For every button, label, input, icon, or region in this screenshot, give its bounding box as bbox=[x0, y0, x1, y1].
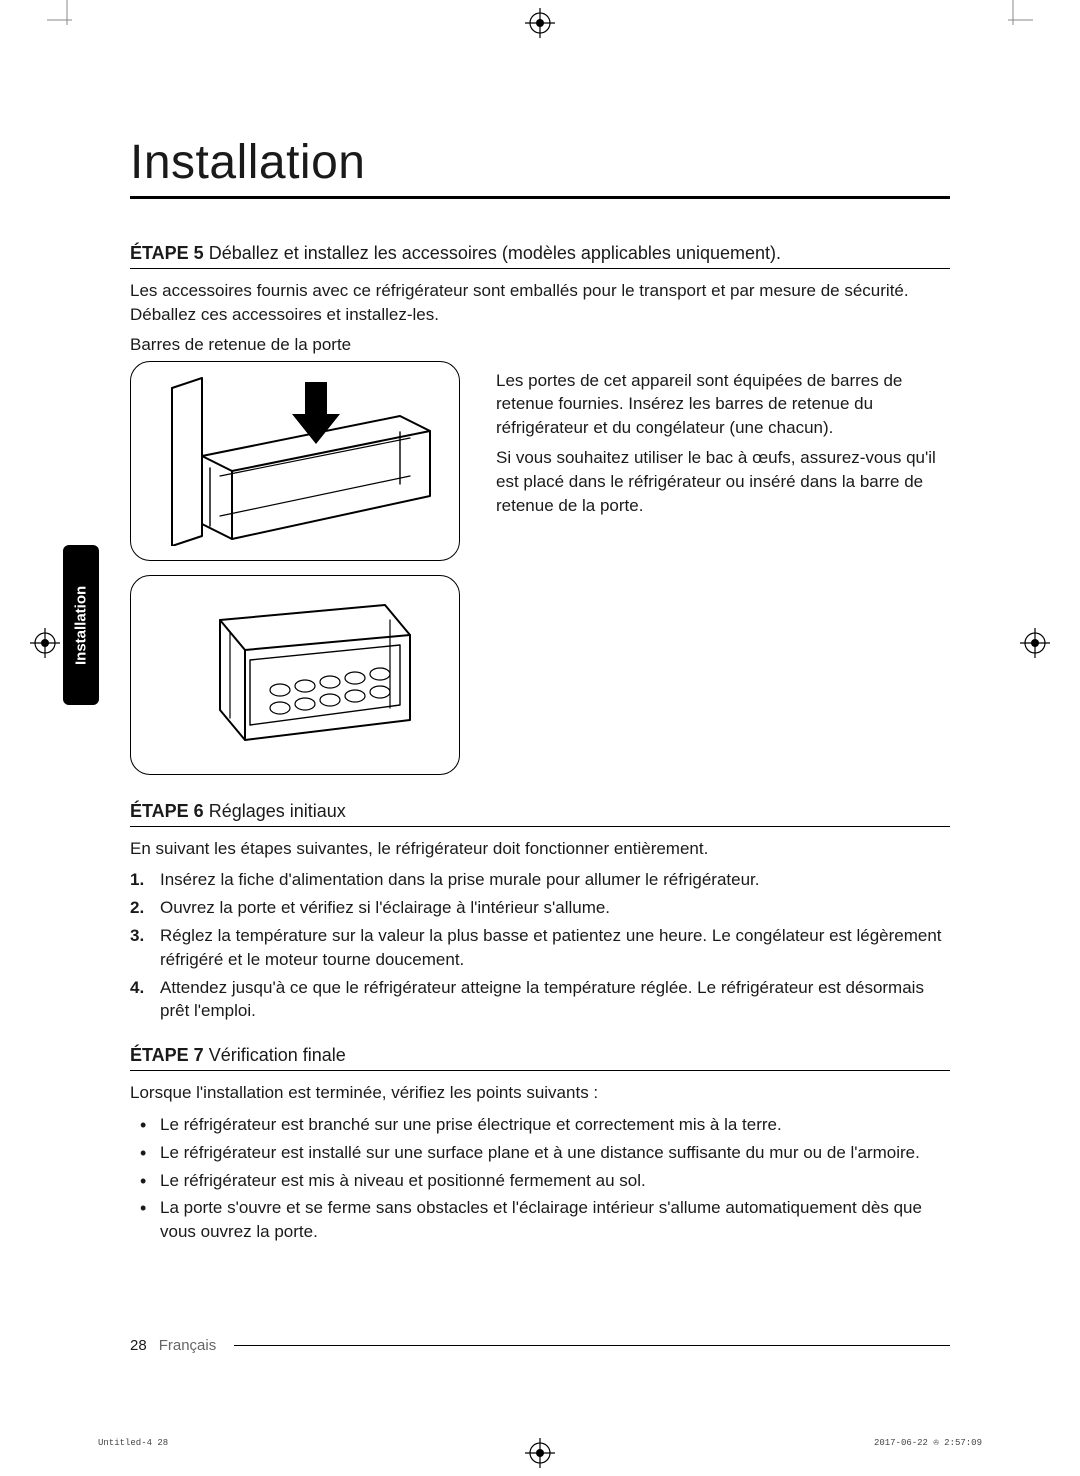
list-item: Réglez la température sur la valeur la p… bbox=[130, 924, 950, 972]
page-title: Installation bbox=[130, 135, 950, 190]
reg-mark-right bbox=[1020, 628, 1050, 658]
step6-title: Réglages initiaux bbox=[209, 801, 346, 821]
list-item: Le réfrigérateur est installé sur une su… bbox=[130, 1141, 950, 1165]
print-job-id: Untitled-4 28 bbox=[98, 1438, 168, 1448]
step5-title: Déballez et installez les accessoires (m… bbox=[209, 243, 781, 263]
list-item: Insérez la fiche d'alimentation dans la … bbox=[130, 868, 950, 892]
reg-mark-left bbox=[30, 628, 60, 658]
step5-heading: ÉTAPE 5 Déballez et installez les access… bbox=[130, 243, 950, 269]
list-item: La porte s'ouvre et se ferme sans obstac… bbox=[130, 1196, 950, 1244]
print-timestamp: 2017-06-22 ✇ 2:57:09 bbox=[874, 1438, 982, 1448]
page-footer: 28 Français bbox=[130, 1337, 950, 1354]
step6-intro: En suivant les étapes suivantes, le réfr… bbox=[130, 837, 950, 861]
list-item: Attendez jusqu'à ce que le réfrigérateur… bbox=[130, 976, 950, 1024]
step5-section: ÉTAPE 5 Déballez et installez les access… bbox=[130, 243, 950, 775]
step6-list: Insérez la fiche d'alimentation dans la … bbox=[130, 868, 950, 1023]
step7-list: Le réfrigérateur est branché sur une pri… bbox=[130, 1113, 950, 1244]
step5-label: ÉTAPE 5 bbox=[130, 243, 204, 263]
step6-heading: ÉTAPE 6 Réglages initiaux bbox=[130, 801, 950, 827]
list-item: Le réfrigérateur est mis à niveau et pos… bbox=[130, 1169, 950, 1193]
list-item: Le réfrigérateur est branché sur une pri… bbox=[130, 1113, 950, 1137]
list-item: Ouvrez la porte et vérifiez si l'éclaira… bbox=[130, 896, 950, 920]
footer-rule bbox=[234, 1345, 950, 1346]
section-side-tab: Installation bbox=[63, 545, 99, 705]
step7-intro: Lorsque l'installation est terminée, vér… bbox=[130, 1081, 950, 1105]
step5-side-p1: Les portes de cet appareil sont équipées… bbox=[496, 369, 950, 440]
step7-section: ÉTAPE 7 Vérification finale Lorsque l'in… bbox=[130, 1045, 950, 1244]
page-content: Installation ÉTAPE 5 Déballez et install… bbox=[130, 135, 950, 1266]
step5-side-p2: Si vous souhaitez utiliser le bac à œufs… bbox=[496, 446, 950, 517]
step7-label: ÉTAPE 7 bbox=[130, 1045, 204, 1065]
crop-mark-tl bbox=[47, 0, 87, 40]
step5-row1: Les portes de cet appareil sont équipées… bbox=[130, 361, 950, 561]
page-number: 28 bbox=[130, 1337, 147, 1354]
crop-mark-tr bbox=[993, 0, 1033, 40]
step5-row2 bbox=[130, 575, 950, 775]
step6-label: ÉTAPE 6 bbox=[130, 801, 204, 821]
page-language: Français bbox=[159, 1337, 217, 1354]
egg-tray-illustration bbox=[130, 575, 460, 775]
reg-mark-top bbox=[525, 8, 555, 38]
step5-intro: Les accessoires fournis avec ce réfrigér… bbox=[130, 279, 950, 327]
step7-heading: ÉTAPE 7 Vérification finale bbox=[130, 1045, 950, 1071]
step7-title: Vérification finale bbox=[209, 1045, 346, 1065]
step6-section: ÉTAPE 6 Réglages initiaux En suivant les… bbox=[130, 801, 950, 1024]
title-rule bbox=[130, 196, 950, 199]
step5-side-text: Les portes de cet appareil sont équipées… bbox=[496, 361, 950, 561]
reg-mark-bottom bbox=[525, 1438, 555, 1468]
door-bar-illustration bbox=[130, 361, 460, 561]
step5-subcaption: Barres de retenue de la porte bbox=[130, 335, 950, 355]
